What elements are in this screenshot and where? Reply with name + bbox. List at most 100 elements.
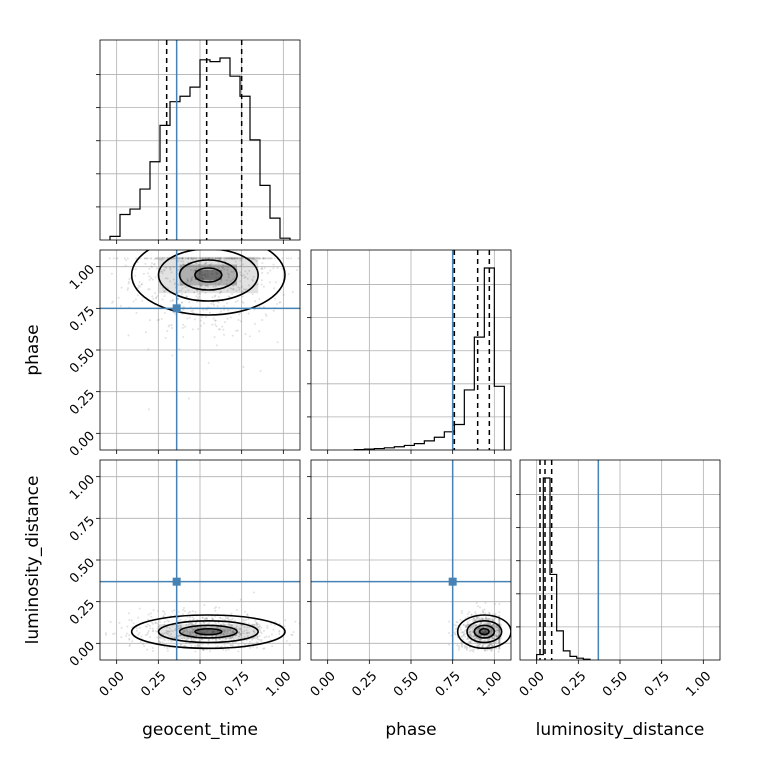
sample-point — [139, 285, 142, 288]
sample-point — [489, 643, 492, 646]
x-tick-label: 0.25 — [138, 669, 169, 700]
sample-point — [230, 623, 233, 626]
sample-point — [478, 643, 481, 646]
axis-labels: geocent_time phase luminosity_distancephas… — [23, 324, 704, 740]
sample-point — [143, 644, 146, 647]
sample-point — [488, 643, 491, 646]
sample-point — [204, 291, 207, 294]
sample-point — [163, 639, 166, 642]
sample-point — [225, 638, 228, 641]
sample-point — [207, 257, 210, 260]
sample-point — [476, 633, 479, 636]
sample-point — [222, 633, 225, 636]
sample-point — [171, 610, 174, 613]
sample-point — [245, 618, 248, 621]
sample-point — [235, 289, 238, 292]
sample-point — [186, 631, 189, 634]
sample-point — [187, 257, 190, 260]
sample-point — [229, 279, 232, 282]
sample-point — [459, 618, 462, 621]
sample-point — [249, 646, 252, 649]
sample-point — [496, 631, 499, 634]
sample-point — [239, 632, 242, 635]
sample-point — [226, 317, 229, 320]
sample-point — [271, 645, 274, 648]
sample-point — [128, 618, 131, 621]
sample-point — [487, 622, 490, 625]
sample-point — [205, 617, 208, 620]
sample-point — [153, 263, 156, 266]
sample-point — [148, 278, 151, 281]
sample-point — [208, 263, 211, 266]
sample-point — [488, 637, 491, 640]
sample-point — [201, 257, 204, 260]
sample-point — [203, 632, 206, 635]
sample-point — [187, 623, 190, 626]
sample-point — [478, 642, 481, 645]
sample-point — [477, 634, 480, 637]
sample-point — [212, 257, 215, 260]
sample-point — [210, 257, 213, 260]
sample-point — [231, 618, 234, 621]
y-tick-label: 0.25 — [67, 387, 98, 418]
sample-point — [215, 272, 218, 275]
sample-point — [195, 634, 198, 637]
sample-point — [322, 279, 324, 281]
sample-point — [181, 257, 184, 260]
sample-point — [490, 632, 493, 635]
sample-point — [218, 257, 221, 260]
sample-point — [204, 257, 207, 260]
sample-point — [488, 645, 491, 648]
x-tick-label: 0.25 — [349, 669, 380, 700]
sample-point — [210, 262, 213, 265]
sample-point — [166, 630, 169, 633]
sample-point — [285, 640, 288, 643]
sample-point — [448, 643, 451, 646]
density-block — [194, 270, 222, 280]
sample-point — [202, 277, 205, 280]
sample-point — [485, 618, 488, 621]
sample-point — [162, 633, 165, 636]
x-tick-label: 0.00 — [517, 669, 548, 700]
sample-point — [232, 638, 235, 641]
sample-point — [294, 620, 297, 623]
sample-point — [210, 302, 213, 305]
sample-point — [483, 635, 486, 638]
sample-point — [483, 635, 486, 638]
sample-point — [260, 279, 263, 282]
x-tick-label: 0.00 — [97, 669, 128, 700]
sample-point — [195, 633, 198, 636]
sample-point — [199, 257, 202, 260]
sample-point — [125, 632, 128, 635]
sample-point — [156, 636, 159, 639]
sample-point — [471, 618, 474, 621]
sample-point — [248, 335, 251, 338]
sample-point — [240, 632, 243, 635]
sample-point — [482, 617, 485, 620]
sample-point — [173, 257, 176, 260]
sample-point — [205, 284, 208, 287]
sample-point — [244, 610, 247, 613]
sample-point — [177, 283, 180, 286]
sample-point — [120, 626, 123, 629]
sample-point — [173, 283, 176, 286]
sample-point — [498, 641, 501, 644]
sample-point — [243, 619, 246, 622]
sample-point — [284, 619, 287, 622]
sample-point — [492, 623, 495, 626]
sample-point — [224, 321, 227, 324]
sample-point — [244, 643, 247, 646]
sample-point — [264, 313, 267, 316]
sample-point — [148, 624, 151, 627]
sample-point — [126, 625, 129, 628]
y-tick-label: 0.75 — [67, 304, 98, 335]
hist-panel-luminosity_distance — [516, 459, 721, 664]
sample-point — [466, 621, 469, 624]
sample-point — [228, 618, 231, 621]
sample-point — [232, 287, 235, 290]
sample-point — [194, 269, 197, 272]
sample-point — [212, 618, 215, 621]
sample-point — [226, 257, 229, 260]
sample-point — [138, 607, 141, 610]
